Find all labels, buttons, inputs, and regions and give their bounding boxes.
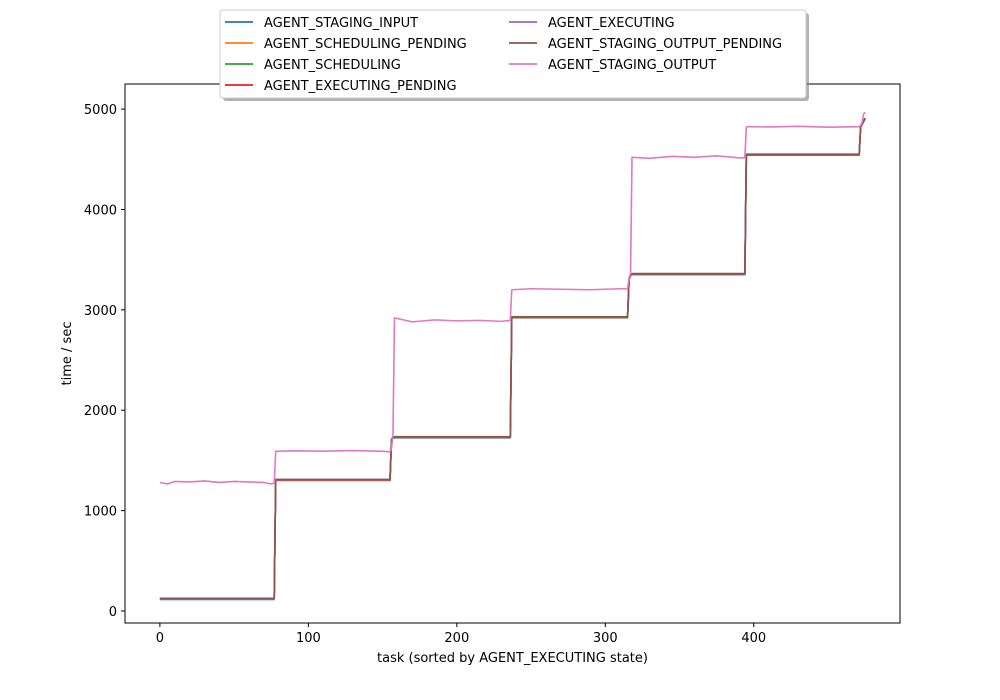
series-line-agent-staging-output-pending [159, 117, 866, 600]
plot-frame [124, 83, 901, 624]
y-tick-label: 5000 [84, 103, 117, 118]
legend-label: AGENT_SCHEDULING_PENDING [264, 37, 467, 52]
series-line-agent-scheduling-pending [159, 118, 866, 600]
y-axis-label: time / sec [60, 322, 75, 386]
x-tick-label: 200 [444, 631, 469, 646]
y-tick-label: 3000 [84, 304, 117, 319]
x-tick-label: 400 [741, 631, 766, 646]
legend-box [219, 9, 807, 99]
series-line-agent-staging-output [159, 111, 866, 485]
x-tick-label: 100 [296, 631, 321, 646]
x-axis-label: task (sorted by AGENT_EXECUTING state) [377, 651, 648, 666]
plot-area [159, 111, 866, 601]
y-tick-label: 1000 [84, 505, 117, 520]
legend-label: AGENT_STAGING_OUTPUT_PENDING [548, 37, 782, 52]
legend: AGENT_STAGING_INPUT AGENT_SCHEDULING_PEND… [219, 9, 809, 101]
legend-label: AGENT_STAGING_INPUT [264, 16, 418, 31]
y-tick-label: 2000 [84, 404, 117, 419]
legend-label: AGENT_EXECUTING [548, 16, 675, 31]
legend-label: AGENT_STAGING_OUTPUT [548, 58, 716, 73]
y-tick-label: 0 [109, 605, 117, 620]
series-line-agent-executing [159, 117, 866, 600]
legend-label: AGENT_EXECUTING_PENDING [264, 79, 457, 94]
x-tick-label: 300 [593, 631, 618, 646]
legend-label: AGENT_SCHEDULING [264, 58, 401, 73]
series-line-agent-scheduling [159, 118, 866, 600]
x-tick-label: 0 [156, 631, 164, 646]
series-line-agent-executing-pending [159, 118, 866, 600]
y-tick-label: 4000 [84, 203, 117, 218]
series-line-agent-staging-input [159, 118, 866, 601]
